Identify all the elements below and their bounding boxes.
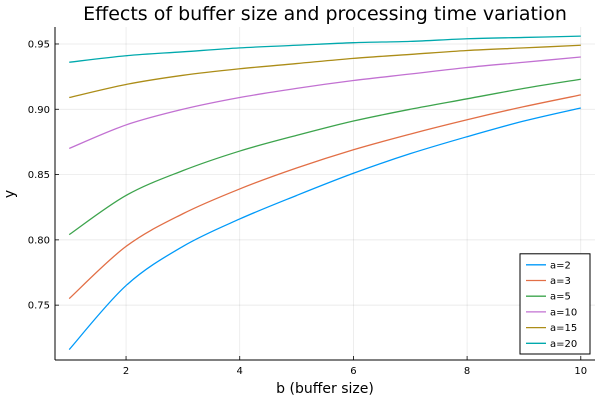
series-group — [68, 35, 581, 350]
series-line-a-3 — [68, 94, 581, 300]
series-line-a-10 — [68, 56, 581, 150]
y-tick-label: 0.75 — [28, 301, 50, 312]
legend-label: a=2 — [550, 260, 571, 271]
legend-label: a=20 — [550, 339, 577, 350]
series-line-a-5 — [68, 78, 581, 236]
y-tick-label: 0.95 — [28, 39, 50, 50]
legend: a=2 a=3 a=5 a=10 a=15 a=20 — [519, 253, 591, 355]
series-line-a-15 — [69, 44, 581, 99]
series-line-a-20 — [69, 35, 581, 63]
legend-label: a=15 — [550, 323, 577, 334]
axes: 2 4 6 8 10 0.75 0.80 0.85 0.90 0.95 — [28, 27, 595, 377]
x-tick-label: 8 — [464, 366, 470, 377]
legend-label: a=3 — [550, 276, 571, 287]
x-tick-label: 2 — [123, 366, 129, 377]
x-tick-label: 4 — [237, 366, 243, 377]
y-tick-label: 0.90 — [28, 105, 50, 116]
legend-box — [519, 253, 591, 355]
x-tick-label: 6 — [350, 366, 356, 377]
legend-label: a=10 — [550, 307, 577, 318]
y-axis-label: y — [2, 190, 18, 198]
grid — [55, 27, 595, 360]
x-tick-label: 10 — [574, 366, 587, 377]
series-line-a-2 — [68, 107, 581, 350]
chart-title: Effects of buffer size and processing ti… — [83, 3, 567, 25]
x-axis-label: b (buffer size) — [276, 381, 374, 397]
y-tick-label: 0.85 — [28, 170, 50, 181]
legend-label: a=5 — [550, 292, 571, 303]
y-tick-label: 0.80 — [28, 235, 50, 246]
